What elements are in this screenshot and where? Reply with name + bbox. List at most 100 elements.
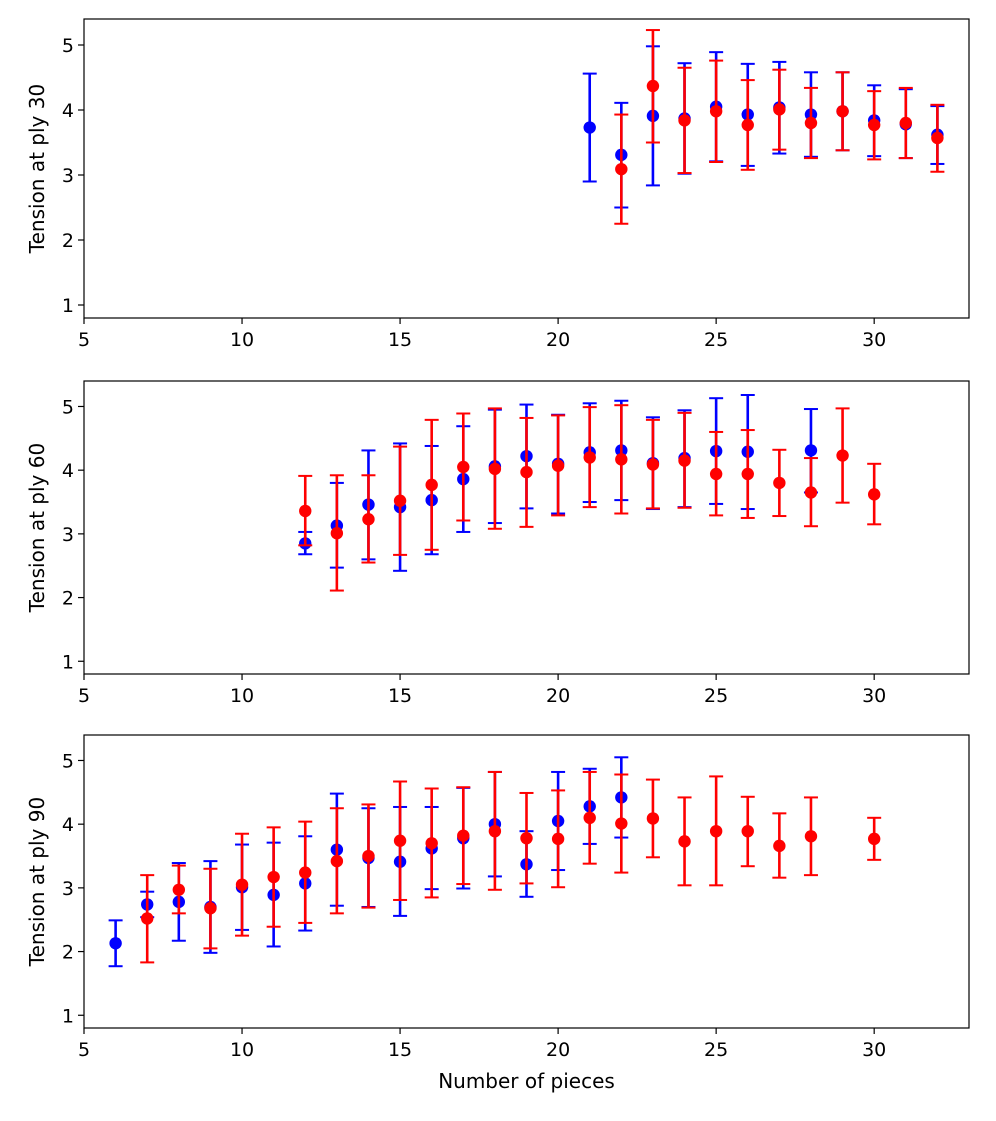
data-point [330,527,344,540]
x-tick-label: 30 [862,329,886,351]
data-point [615,817,628,830]
x-tick-label: 30 [862,1039,886,1061]
data-point [867,488,881,501]
x-tick-label: 5 [78,1039,90,1061]
data-point [709,467,723,481]
data-point [299,866,312,879]
data-point [773,839,786,853]
data-point [615,453,628,466]
data-point [172,883,186,896]
y-axis-label: Tension at ply 60 [25,443,49,613]
panel-ply-60: 5 10 15 20 25 30 1 2 3 4 5 Tension at ply 60 [25,380,970,707]
data-point [741,467,754,481]
y-tick-label: 3 [62,878,74,900]
x-tick-label: 20 [546,1039,570,1061]
x-tick-label: 25 [704,329,728,351]
data-point [457,829,470,842]
y-tick-label: 1 [62,651,74,673]
data-point [393,494,407,507]
data-point [678,454,691,467]
data-point [362,513,375,526]
series-blue [582,45,945,209]
x-tick-label: 15 [388,1039,412,1061]
plot-frame [83,18,970,319]
data-point [267,870,280,884]
data-point [551,832,565,846]
data-point [583,451,596,464]
x-tick-label: 25 [704,1039,728,1061]
data-point [836,105,849,118]
data-point [741,118,754,132]
data-point [773,103,786,116]
data-point [646,812,660,825]
y-tick-label: 4 [62,100,74,122]
x-tick-label: 20 [546,685,570,707]
data-point [931,131,944,145]
data-point [836,449,849,462]
series-red [614,29,945,225]
y-tick-label: 3 [62,524,74,546]
y-axis-label: Tension at ply 30 [25,84,49,254]
data-point [646,458,660,471]
x-tick-label: 30 [862,685,886,707]
data-point [488,824,502,838]
data-point [804,116,818,130]
y-tick-label: 5 [62,396,74,418]
data-point [425,837,438,850]
y-tick-label: 2 [62,230,74,252]
data-point [204,902,217,915]
data-point [899,116,912,130]
x-axis-label: Number of pieces [438,1069,615,1093]
x-tick-label: 10 [230,685,254,707]
data-point [109,937,122,950]
x-tick-label: 20 [546,329,570,351]
y-tick-label: 4 [62,460,74,482]
y-tick-label: 2 [62,942,74,964]
x-tick-label: 5 [78,685,90,707]
data-point [678,835,691,848]
data-point [141,912,154,925]
data-point [551,459,565,472]
y-tick-label: 4 [62,814,74,836]
data-point [583,811,596,825]
data-point [646,79,660,93]
data-point [330,854,344,868]
series-red [298,404,882,592]
x-tick-label: 10 [230,329,254,351]
y-tick-label: 3 [62,165,74,187]
x-tick-label: 10 [230,1039,254,1061]
y-tick-label: 1 [62,295,74,317]
series-red [140,770,882,964]
data-point [299,504,312,518]
data-point [393,834,407,847]
data-point [520,465,533,479]
data-point [741,824,754,838]
data-point [425,478,438,492]
data-point [804,444,818,457]
y-tick-label: 1 [62,1005,74,1027]
data-point [615,162,628,176]
data-point [709,824,723,838]
data-point [804,486,818,499]
x-tick-label: 5 [78,329,90,351]
data-point [678,114,691,127]
data-point [488,462,502,476]
data-point [773,476,786,490]
y-tick-label: 5 [62,750,74,772]
data-point [867,118,881,132]
data-point [867,832,881,846]
y-tick-label: 5 [62,35,74,57]
data-point [804,830,818,843]
x-tick-label: 25 [704,685,728,707]
panel-ply-30: 5 10 15 20 25 30 1 2 3 4 5 Tension at ply 30 [25,18,970,351]
plot-frame [83,734,970,1029]
data-point [362,849,375,863]
x-tick-label: 15 [388,329,412,351]
y-tick-label: 2 [62,588,74,610]
data-point [709,105,723,118]
data-point [235,878,249,891]
panel-ply-90: 5 10 15 20 25 30 1 2 3 4 5 Tension at ply 90 Number … [25,734,970,1093]
data-point [457,460,470,474]
data-point [583,121,596,134]
